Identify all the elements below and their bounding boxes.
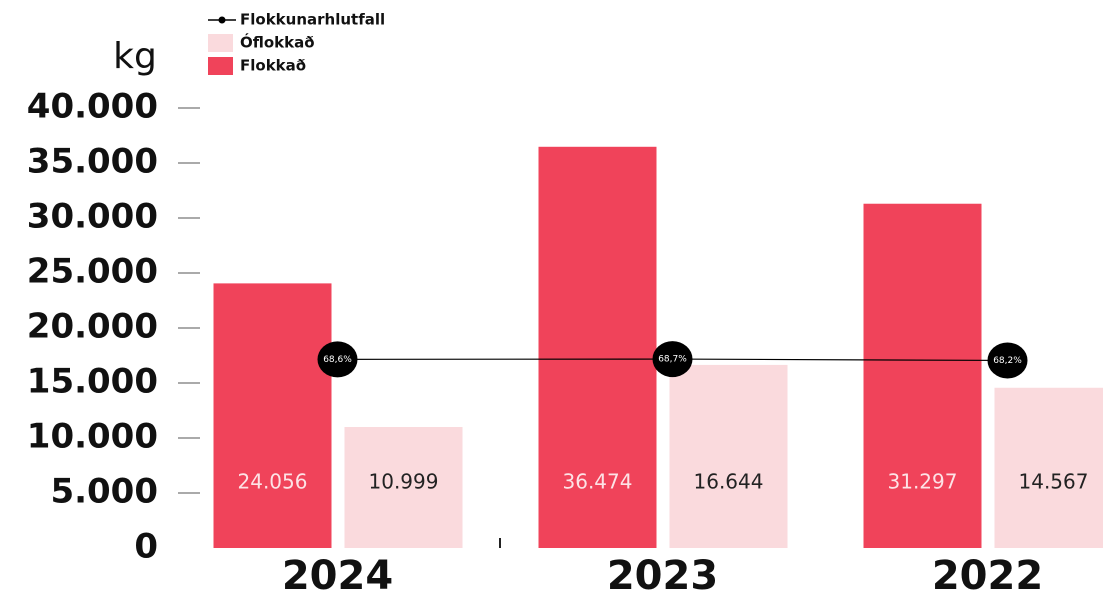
y-tick-label: 0 bbox=[134, 527, 158, 567]
x-tick-label: 2022 bbox=[932, 553, 1043, 593]
bar bbox=[538, 146, 657, 548]
value-label: 24.056 bbox=[238, 470, 308, 494]
value-label: 16.644 bbox=[694, 470, 764, 494]
y-tick-label: 15.000 bbox=[27, 362, 158, 402]
line-marker bbox=[987, 342, 1028, 379]
legend-label: Flokkunarhlutfall bbox=[240, 11, 385, 29]
line-marker bbox=[652, 341, 693, 378]
y-tick-label: 35.000 bbox=[27, 142, 158, 182]
y-tick-label: 40.000 bbox=[27, 87, 158, 127]
y-tick-label: 25.000 bbox=[27, 252, 158, 292]
bar bbox=[344, 427, 463, 548]
legend-swatch bbox=[208, 34, 233, 52]
bar bbox=[863, 203, 982, 548]
y-axis-label: kg bbox=[113, 36, 157, 77]
line-marker bbox=[317, 341, 358, 378]
value-label: 14.567 bbox=[1019, 470, 1089, 494]
bar bbox=[669, 364, 788, 548]
bar bbox=[213, 283, 332, 548]
legend-label: Óflokkað bbox=[240, 33, 315, 52]
bar bbox=[994, 387, 1103, 548]
y-tick-label: 30.000 bbox=[27, 197, 158, 237]
x-tick-label: 2024 bbox=[282, 553, 393, 593]
y-tick-label: 10.000 bbox=[27, 417, 158, 457]
value-label: 68,6% bbox=[323, 355, 352, 365]
value-label: 68,7% bbox=[658, 355, 687, 365]
legend-marker bbox=[218, 16, 226, 24]
value-label: 68,2% bbox=[993, 356, 1022, 366]
legend-swatch bbox=[208, 57, 233, 75]
legend-label: Flokkað bbox=[240, 57, 306, 75]
value-label: 36.474 bbox=[563, 470, 633, 494]
x-tick-label: 2023 bbox=[607, 553, 718, 593]
value-label: 31.297 bbox=[888, 470, 958, 494]
y-tick-label: 20.000 bbox=[27, 307, 158, 347]
value-label: 10.999 bbox=[369, 470, 439, 494]
y-tick-label: 5.000 bbox=[50, 472, 158, 512]
